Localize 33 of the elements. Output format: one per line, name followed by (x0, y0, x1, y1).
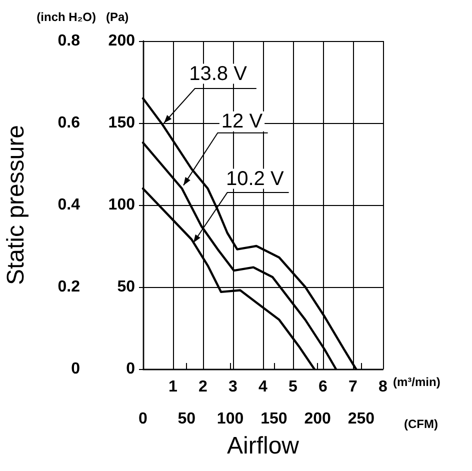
text: (inch H₂O) (36, 10, 96, 24)
y-tick-label: 0 (71, 360, 80, 378)
text: 12 V (221, 110, 264, 132)
x2-tick-label: 250 (348, 410, 375, 428)
y-tick-label: 0.4 (58, 196, 80, 214)
x-axis-title: Airflow (226, 432, 300, 460)
y2-tick-label: 200 (108, 32, 136, 50)
x-tick-label: 3 (228, 378, 238, 396)
y2-tick-label: 150 (108, 114, 136, 132)
x-tick-label: 2 (198, 378, 208, 396)
legend-label: 10.2 V (226, 168, 284, 190)
x2-tick-label: 150 (260, 410, 288, 428)
x2-axis-title: (CFM) (404, 417, 438, 431)
y-axis-title: Static pressure (2, 124, 30, 286)
y-tick-label: 0.8 (58, 32, 80, 50)
x-tick-label: 1 (168, 378, 178, 396)
text: 13.8 V (189, 62, 248, 85)
x-tick-label: 6 (318, 378, 328, 396)
x2-tick-label: 200 (304, 410, 331, 428)
x-tick-label: 7 (348, 378, 358, 396)
text: (m³/min) (393, 375, 440, 389)
y2-tick-label: 0 (126, 360, 136, 378)
y-tick-label: 0.2 (58, 278, 80, 296)
x2-tick-label: 100 (216, 410, 244, 428)
y2-axis-title: (Pa) (106, 10, 129, 24)
y-tick-label: 0.6 (58, 114, 80, 132)
x-tick-label: 8 (378, 378, 388, 396)
y2-tick-label: 100 (108, 196, 136, 214)
x2-tick-label: 0 (138, 410, 148, 428)
x2-tick-label: 50 (178, 410, 196, 428)
x-tick-label: 4 (258, 378, 268, 396)
x-tick-label: 5 (288, 378, 298, 396)
y2-tick-label: 50 (117, 278, 136, 296)
